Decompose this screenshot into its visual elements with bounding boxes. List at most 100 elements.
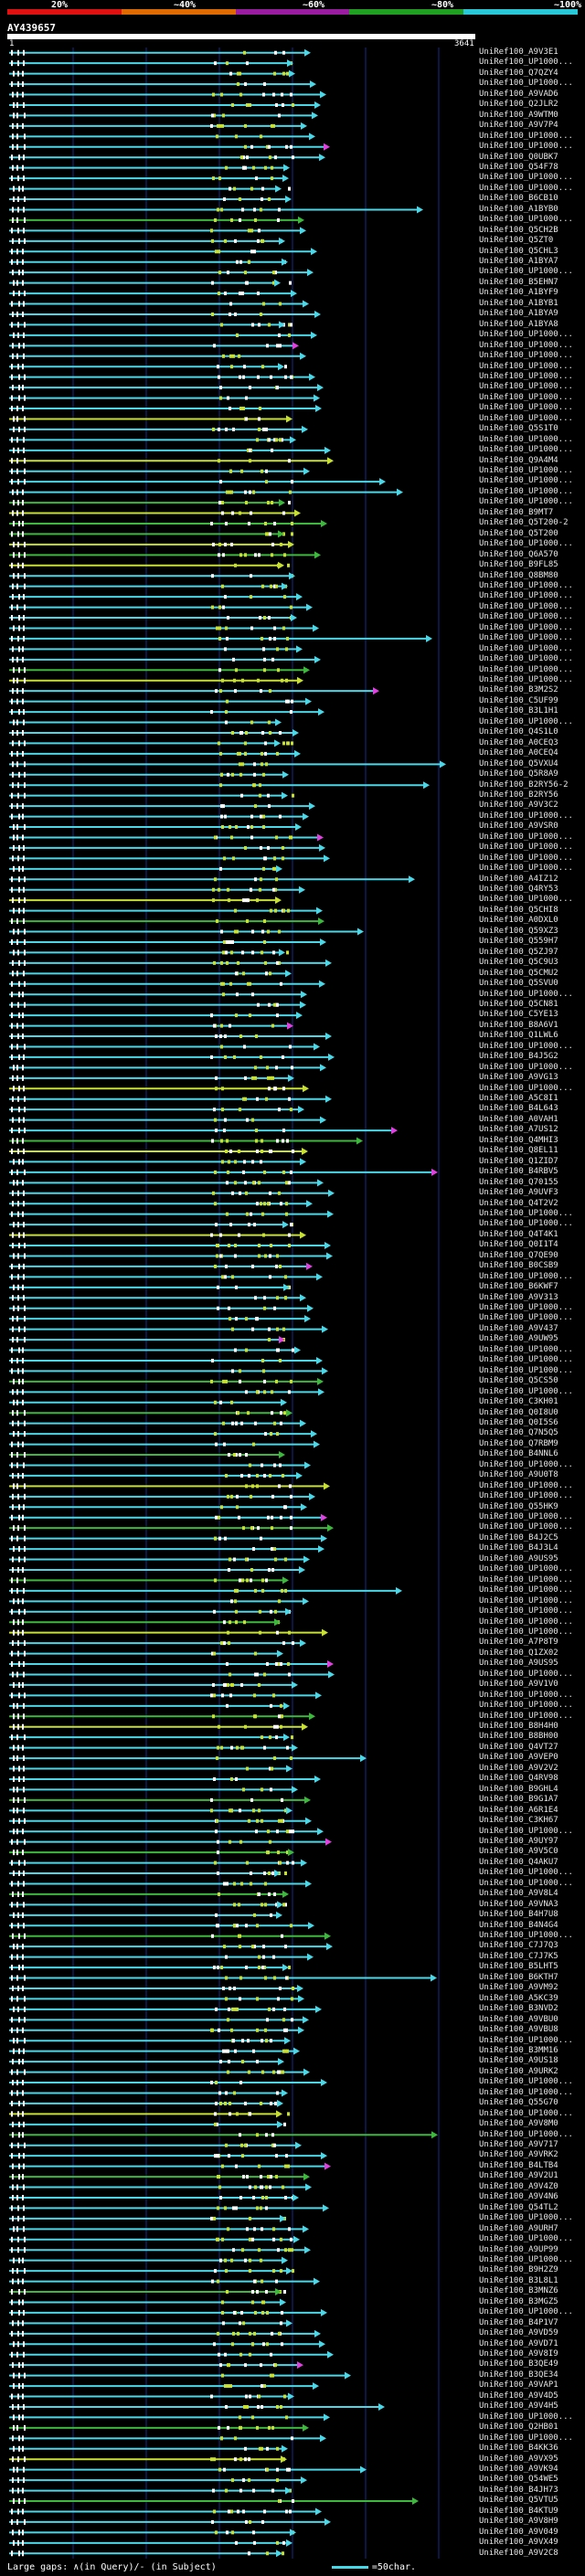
hit-accession[interactable]: UniRef100_Q4S1L0 [479, 727, 558, 737]
hit-accession[interactable]: UniRef100_UP1000... [479, 58, 573, 68]
hit-accession[interactable]: UniRef100_A9VEP0 [479, 1753, 558, 1763]
hit-accession[interactable]: UniRef100_A9VRK2 [479, 2150, 558, 2160]
hit-accession[interactable]: UniRef100_UP1000... [479, 413, 573, 423]
hit-accession[interactable]: UniRef100_B8H4H0 [479, 1722, 558, 1731]
hit-accession[interactable]: UniRef100_A9VK94 [479, 2464, 558, 2474]
hit-accession[interactable]: UniRef100_B9H2Z9 [479, 2265, 558, 2275]
hit-accession[interactable]: UniRef100_Q7QZY4 [479, 68, 558, 78]
hit-accession[interactable]: UniRef100_Q1LWL6 [479, 1031, 558, 1041]
hit-accession[interactable]: UniRef100_UP1000... [479, 215, 573, 225]
hit-accession[interactable]: UniRef100_UP1000... [479, 811, 573, 821]
hit-accession[interactable]: UniRef100_C3KH01 [479, 1397, 558, 1407]
hit-accession[interactable]: UniRef100_UP1000... [479, 267, 573, 277]
hit-accession[interactable]: UniRef100_A1BYB0 [479, 204, 558, 214]
hit-accession[interactable]: UniRef100_Q54F78 [479, 162, 558, 172]
hit-accession[interactable]: UniRef100_UP1000... [479, 1564, 573, 1574]
hit-accession[interactable]: UniRef100_A1BYA9 [479, 309, 558, 319]
hit-accession[interactable]: UniRef100_B2RY56 [479, 790, 558, 800]
hit-accession[interactable]: UniRef100_UP1000... [479, 2234, 573, 2244]
hit-accession[interactable]: UniRef100_B9GHL4 [479, 1784, 558, 1794]
hit-accession[interactable]: UniRef100_A9US18 [479, 2056, 558, 2066]
hit-accession[interactable]: UniRef100_B6CB10 [479, 194, 558, 204]
hit-accession[interactable]: UniRef100_A9VG13 [479, 1073, 558, 1083]
hit-accession[interactable]: UniRef100_A9VBU0 [479, 2014, 558, 2024]
hit-accession[interactable]: UniRef100_UP1000... [479, 2035, 573, 2045]
hit-accession[interactable]: UniRef100_UP1000... [479, 2129, 573, 2139]
hit-accession[interactable]: UniRef100_Q5CH2B [479, 225, 558, 235]
hit-accession[interactable]: UniRef100_UP1000... [479, 2412, 573, 2422]
hit-accession[interactable]: UniRef100_UP1000... [479, 2108, 573, 2118]
hit-accession[interactable]: UniRef100_B3L8L1 [479, 2275, 558, 2285]
hit-accession[interactable]: UniRef100_UP1000... [479, 330, 573, 340]
hit-accession[interactable]: UniRef100_Q5T200 [479, 528, 558, 538]
hit-accession[interactable]: UniRef100_UP1000... [479, 1826, 573, 1836]
hit-accession[interactable]: UniRef100_UP1000... [479, 79, 573, 89]
hit-accession[interactable]: UniRef100_UP1000... [479, 1303, 573, 1312]
hit-accession[interactable]: UniRef100_A9URK2 [479, 2066, 558, 2076]
hit-accession[interactable]: UniRef100_UP1000... [479, 371, 573, 381]
hit-accession[interactable]: UniRef100_A9V4D5 [479, 2390, 558, 2401]
hit-accession[interactable]: UniRef100_B4H7U8 [479, 1910, 558, 1920]
hit-accession[interactable]: UniRef100_UP1000... [479, 675, 573, 684]
hit-accession[interactable]: UniRef100_Q0I8U0 [479, 1407, 558, 1417]
hit-accession[interactable]: UniRef100_A9US95 [479, 1553, 558, 1564]
hit-accession[interactable]: UniRef100_UP1000... [479, 1208, 573, 1218]
hit-accession[interactable]: UniRef100_A0VAH1 [479, 1114, 558, 1124]
hit-accession[interactable]: UniRef100_Q559H7 [479, 937, 558, 947]
hit-accession[interactable]: UniRef100_A9UY97 [479, 1836, 558, 1846]
hit-accession[interactable]: UniRef100_A9V3C2 [479, 800, 558, 811]
hit-accession[interactable]: UniRef100_Q55G70 [479, 2098, 558, 2108]
hit-accession[interactable]: UniRef100_B3M2S2 [479, 685, 558, 695]
hit-accession[interactable]: UniRef100_UP1000... [479, 2077, 573, 2087]
hit-accession[interactable]: UniRef100_UP1000... [479, 1219, 573, 1229]
hit-accession[interactable]: UniRef100_UP1000... [479, 1868, 573, 1878]
hit-accession[interactable]: UniRef100_Q55HK9 [479, 1501, 558, 1511]
hit-accession[interactable]: UniRef100_UP1000... [479, 1386, 573, 1396]
hit-accession[interactable]: UniRef100_A9V2C8 [479, 2548, 558, 2558]
hit-accession[interactable]: UniRef100_UP1000... [479, 392, 573, 402]
hit-accession[interactable]: UniRef100_UP1000... [479, 1878, 573, 1888]
hit-accession[interactable]: UniRef100_A9URH7 [479, 2223, 558, 2233]
hit-accession[interactable]: UniRef100_UP1000... [479, 853, 573, 863]
hit-accession[interactable]: UniRef100_UP1000... [479, 142, 573, 152]
hit-accession[interactable]: UniRef100_B3L1H1 [479, 706, 558, 716]
hit-accession[interactable]: UniRef100_A9V437 [479, 1323, 558, 1333]
hit-accession[interactable]: UniRef100_Q6A570 [479, 549, 558, 559]
hit-accession[interactable]: UniRef100_Q7QE90 [479, 1250, 558, 1260]
hit-accession[interactable]: UniRef100_A9V4Z0 [479, 2181, 558, 2191]
hit-accession[interactable]: UniRef100_Q0I5S6 [479, 1417, 558, 1427]
hit-accession[interactable]: UniRef100_UP1000... [479, 131, 573, 141]
hit-accession[interactable]: UniRef100_A5C8I1 [479, 1094, 558, 1103]
hit-accession[interactable]: UniRef100_Q4RV98 [479, 1774, 558, 1784]
hit-accession[interactable]: UniRef100_A1BYF9 [479, 288, 558, 298]
hit-accession[interactable]: UniRef100_UP1000... [479, 664, 573, 674]
hit-accession[interactable]: UniRef100_B4KTU9 [479, 2506, 558, 2516]
hit-accession[interactable]: UniRef100_UP1000... [479, 1459, 573, 1469]
hit-accession[interactable]: UniRef100_B4J5G2 [479, 1052, 558, 1062]
hit-accession[interactable]: UniRef100_B4L643 [479, 1104, 558, 1114]
hit-accession[interactable]: UniRef100_A9VD59 [479, 2328, 558, 2338]
hit-accession[interactable]: UniRef100_Q5R8A9 [479, 769, 558, 779]
hit-accession[interactable]: UniRef100_A9V8I9 [479, 2349, 558, 2359]
hit-accession[interactable]: UniRef100_A9UW95 [479, 1334, 558, 1344]
hit-accession[interactable]: UniRef100_B0CSB9 [479, 1261, 558, 1271]
hit-accession[interactable]: UniRef100_UP1000... [479, 486, 573, 496]
hit-accession[interactable]: UniRef100_Q70155 [479, 1177, 558, 1187]
hit-accession[interactable]: UniRef100_UP1000... [479, 1271, 573, 1281]
hit-accession[interactable]: UniRef100_UP1000... [479, 1522, 573, 1532]
hit-accession[interactable]: UniRef100_Q5CS50 [479, 1376, 558, 1386]
hit-accession[interactable]: UniRef100_B8A6V1 [479, 1020, 558, 1030]
hit-accession[interactable]: UniRef100_Q5C9U3 [479, 958, 558, 968]
hit-accession[interactable]: UniRef100_B4N4G4 [479, 1920, 558, 1930]
hit-accession[interactable]: UniRef100_A0DXL0 [479, 916, 558, 926]
hit-accession[interactable]: UniRef100_UP1000... [479, 633, 573, 643]
hit-accession[interactable]: UniRef100_UP1000... [479, 1313, 573, 1323]
hit-accession[interactable]: UniRef100_Q5CN81 [479, 999, 558, 1009]
hit-accession[interactable]: UniRef100_B5LHT5 [479, 1962, 558, 1972]
hit-accession[interactable]: UniRef100_UP1000... [479, 361, 573, 371]
hit-accession[interactable]: UniRef100_B6KWF7 [479, 1282, 558, 1292]
hit-accession[interactable]: UniRef100_Q54WE5 [479, 2475, 558, 2485]
hit-accession[interactable]: UniRef100_Q0I1T4 [479, 1240, 558, 1250]
hit-accession[interactable]: UniRef100_B9G1A7 [479, 1795, 558, 1805]
hit-accession[interactable]: UniRef100_Q5ZJ97 [479, 947, 558, 957]
